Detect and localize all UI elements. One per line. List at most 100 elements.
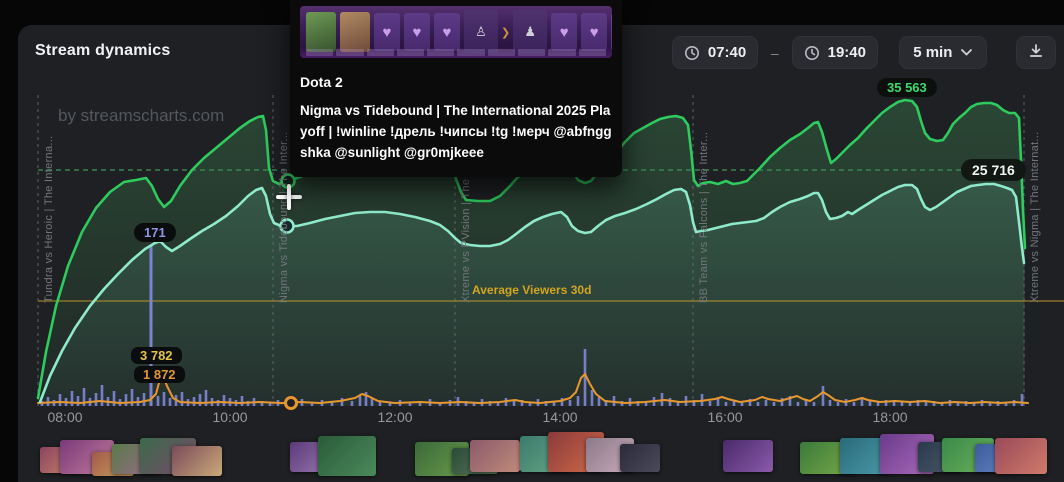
chat-bar	[740, 402, 744, 406]
reward-tile: ♥	[404, 13, 430, 51]
chat-bar	[520, 400, 524, 406]
range-separator: –	[771, 44, 779, 61]
x-tick-label: 08:00	[47, 409, 83, 425]
arrow-icon: ❯	[501, 26, 511, 39]
page-title: Stream dynamics	[35, 42, 171, 59]
header-controls: 07:40 – 19:40 5 min	[672, 36, 1056, 69]
chat-bar	[350, 401, 354, 406]
chat-bar	[884, 400, 888, 406]
chat-bar	[876, 402, 880, 406]
chat-bar	[100, 385, 104, 406]
chat-bar	[836, 402, 840, 406]
chat-bar	[156, 396, 160, 406]
chat-bar	[764, 400, 768, 406]
chevron-down-icon	[961, 49, 973, 56]
chat-bar	[260, 401, 264, 406]
x-tick-label: 16:00	[707, 409, 743, 425]
score-tile: ♟	[513, 10, 548, 54]
chat-bar	[748, 399, 752, 406]
timeline-thumbnail	[172, 446, 222, 476]
chat-bar	[142, 393, 146, 406]
chat-bar	[418, 401, 422, 406]
chat-bar	[828, 400, 832, 406]
chat-bar	[604, 400, 608, 406]
chat-bar	[388, 402, 392, 406]
chat-bar	[916, 400, 920, 406]
chat-bar	[590, 390, 594, 406]
download-button[interactable]	[1015, 36, 1056, 69]
chat-bar	[58, 394, 62, 406]
event-label: Tundra vs Heroic | The Interna...	[43, 135, 55, 303]
chat-bar	[988, 402, 992, 406]
chat-bar	[76, 396, 80, 406]
chat-bar	[924, 402, 928, 406]
event-label: BB Team vs Falcons | The Inter...	[698, 131, 710, 303]
chat-bar	[900, 401, 904, 406]
item-row	[306, 49, 606, 56]
chat-bar	[772, 402, 776, 406]
chat-bar	[576, 396, 580, 406]
chat-bar	[724, 402, 728, 406]
chat-bar	[240, 396, 244, 406]
reward-tile: ♥	[374, 13, 400, 51]
time-from-value: 07:40	[707, 44, 747, 61]
peak-viewers-badge: 35 563	[877, 78, 937, 97]
reward-tile: ♥	[551, 13, 578, 51]
reward-tile: ♥	[611, 13, 612, 51]
avg-viewers-label: Average Viewers 30d	[472, 283, 592, 297]
viewers-line	[36, 98, 1027, 400]
chat-bar	[310, 402, 314, 406]
x-tick-label: 10:00	[212, 409, 248, 425]
chat-bar	[162, 392, 166, 406]
chat-bar	[198, 394, 202, 406]
clock-icon	[804, 45, 820, 61]
chat-bar	[378, 401, 382, 406]
score-tile: ♙	[464, 10, 498, 54]
chat-bar	[552, 402, 556, 406]
chat-bar	[940, 402, 944, 406]
watermark: by streamscharts.com	[58, 106, 225, 125]
chat-bar	[130, 389, 134, 406]
tooltip-stream-title: Nigma vs Tidebound | The International 2…	[300, 103, 612, 160]
chat-bar	[222, 395, 226, 406]
chat-bar	[560, 398, 564, 406]
chat-bar	[796, 402, 800, 406]
chat-bar	[46, 397, 50, 406]
chat-bar	[330, 402, 334, 406]
chat-bar	[568, 400, 572, 406]
chat-bar	[804, 400, 808, 406]
hero-portrait	[306, 12, 336, 52]
chat-bar	[472, 402, 476, 406]
level-viewers-badge: 25 716	[961, 159, 1026, 181]
chat-bar	[544, 401, 548, 406]
chat-bar	[94, 393, 98, 406]
chat-bar	[644, 402, 648, 406]
chat-bar	[370, 398, 374, 406]
x-tick-label: 18:00	[872, 409, 908, 425]
chat-bar	[82, 388, 86, 406]
chat-bar	[636, 401, 640, 406]
interval-dropdown[interactable]: 5 min	[898, 36, 987, 69]
chat-bar	[788, 396, 792, 406]
chat-bar	[676, 401, 680, 406]
chat-bar	[812, 402, 816, 406]
chat-bar	[496, 402, 500, 406]
time-to-button[interactable]: 19:40	[791, 36, 878, 69]
reward-tile: ♥	[581, 13, 608, 51]
chat-bar	[512, 401, 516, 406]
viewers2-area	[40, 184, 1024, 406]
chat-bar	[860, 398, 864, 406]
chat-bar	[956, 402, 960, 406]
chat-bar	[124, 394, 128, 406]
time-from-button[interactable]: 07:40	[672, 36, 758, 69]
hover-badge-bottom: 1 872	[134, 366, 185, 383]
viewers2-line	[38, 182, 1026, 404]
chat-bar	[892, 402, 896, 406]
chat-bar	[732, 400, 736, 406]
chat-bar	[358, 396, 362, 406]
chat-bar	[692, 400, 696, 406]
chat-bar	[868, 401, 872, 406]
hover-marker-chat	[284, 396, 298, 410]
